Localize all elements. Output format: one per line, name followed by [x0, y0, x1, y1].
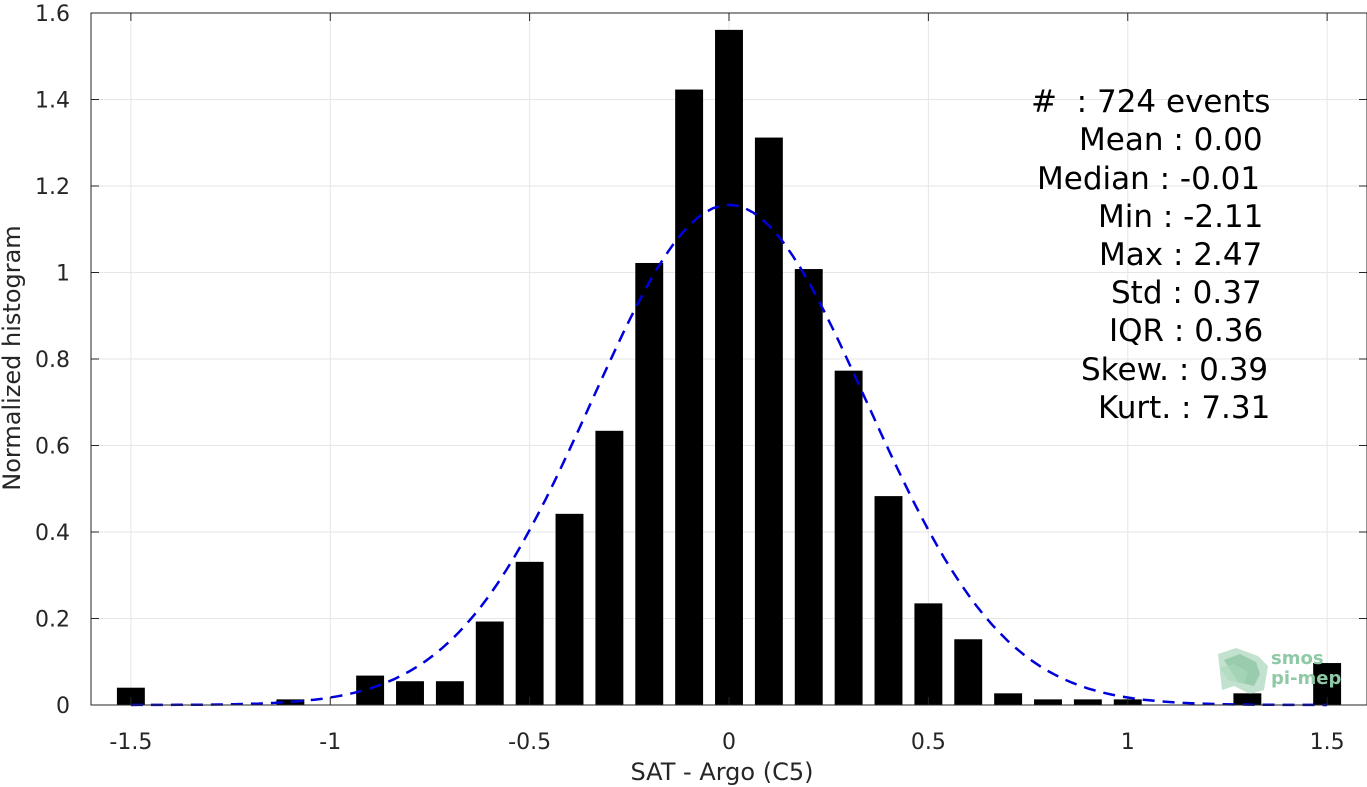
logo-text-line2: pi-mep [1271, 668, 1342, 689]
stat-skewness: Skew. : 0.39 [1081, 352, 1269, 388]
y-tick-label: 1.4 [35, 89, 70, 114]
y-axis-label: Normalized histogram [0, 225, 26, 490]
y-tick-label: 0.8 [35, 348, 70, 373]
y-tick-label: 1.6 [35, 2, 70, 27]
y-tick-label: 1.2 [35, 175, 70, 200]
y-tick-label: 0.2 [35, 608, 70, 633]
x-tick-label: 1 [1121, 730, 1135, 755]
histogram-bar [595, 430, 624, 705]
histogram-bar [435, 681, 464, 705]
y-tick-label: 0.6 [35, 435, 70, 460]
stat-count: # : 724 events [1031, 84, 1271, 120]
logo-text-line1: smos [1271, 648, 1324, 669]
histogram-bar [954, 639, 983, 705]
x-tick-label: 0.5 [911, 730, 946, 755]
smos-pimep-logo: smos pi-mep [1214, 646, 1354, 696]
stat-max: Max : 2.47 [1099, 237, 1263, 273]
x-axis-label: SAT - Argo (C5) [631, 758, 814, 786]
logo-map-icon [1218, 648, 1268, 694]
histogram-bar [515, 561, 544, 705]
histogram-bar [475, 621, 504, 705]
bars [116, 29, 1342, 706]
y-axis-ticks: 0 0.2 0.4 0.6 0.8 1 1.2 1.4 1.6 [35, 2, 1367, 719]
histogram-bar [555, 513, 584, 705]
histogram-bar [715, 29, 743, 706]
x-tick-label: 0 [722, 730, 736, 755]
stat-median: Median : -0.01 [1037, 161, 1261, 197]
x-tick-label: -1.5 [109, 730, 152, 755]
histogram-bar [1233, 693, 1262, 705]
stat-std: Std : 0.37 [1111, 275, 1262, 311]
histogram-bar [675, 89, 704, 706]
y-tick-label: 0.4 [35, 521, 70, 546]
x-tick-label: 1.5 [1310, 730, 1345, 755]
x-tick-label: -0.5 [508, 730, 551, 755]
y-tick-label: 0 [56, 694, 70, 719]
x-tick-label: -1 [319, 730, 341, 755]
stat-mean: Mean : 0.00 [1079, 122, 1263, 158]
histogram-bar [635, 262, 664, 705]
histogram-bar [794, 269, 823, 705]
histogram-bar [396, 681, 424, 705]
histogram-bar [994, 693, 1023, 705]
y-tick-label: 1 [56, 262, 70, 287]
x-axis-ticks: -1.5 -1 -0.5 0 0.5 1 1.5 [109, 13, 1345, 755]
stat-min: Min : -2.11 [1098, 199, 1264, 235]
stat-iqr: IQR : 0.36 [1109, 313, 1264, 349]
histogram-bar [1073, 699, 1102, 705]
histogram-bar [754, 137, 783, 705]
histogram-bar [874, 496, 903, 705]
histogram-bar [834, 370, 863, 705]
histogram-bar [1034, 699, 1062, 705]
histogram-bar [116, 687, 145, 705]
stat-kurtosis: Kurt. : 7.31 [1098, 390, 1271, 426]
histogram-bar [914, 603, 943, 705]
histogram-bar [276, 699, 305, 705]
